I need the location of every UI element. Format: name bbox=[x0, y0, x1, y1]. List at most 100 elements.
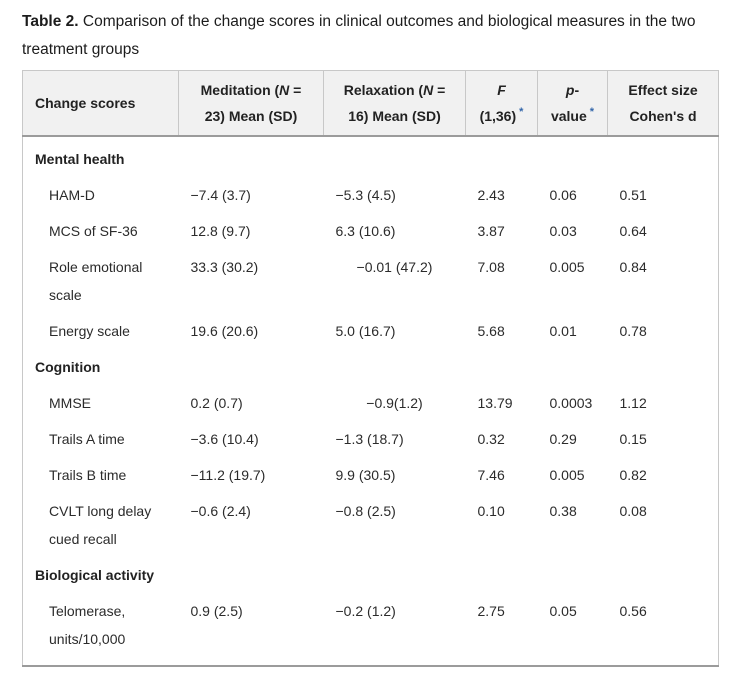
cell-label: Trails A time bbox=[49, 431, 125, 447]
header-text: = bbox=[433, 82, 446, 98]
cell-relaxation: −0.8 (2.5) bbox=[335, 503, 396, 519]
header-text: Meditation ( bbox=[200, 82, 280, 98]
header-text: - bbox=[574, 82, 580, 98]
column-header-d: Effect size Cohen's d bbox=[607, 70, 719, 136]
data-row: Trails B time −11.2 (19.7) 9.9 (30.5) 7.46 0… bbox=[23, 457, 719, 493]
cell-relaxation: −1.3 (18.7) bbox=[335, 431, 404, 447]
cell-d: 0.56 bbox=[619, 603, 647, 619]
footnote-asterisk[interactable]: * bbox=[519, 106, 524, 119]
cell-d: 0.78 bbox=[619, 323, 647, 339]
cell-label: MMSE bbox=[49, 395, 91, 411]
cell-f: 5.68 bbox=[477, 323, 505, 339]
cell-relaxation: −5.3 (4.5) bbox=[335, 187, 396, 203]
cell-meditation: −11.2 (19.7) bbox=[190, 467, 266, 483]
cell-f: 2.75 bbox=[477, 603, 505, 619]
table-header: Change scores Meditation (N = 23) Mean (SD… bbox=[22, 70, 719, 136]
table-caption: Table 2. Comparison of the change scores… bbox=[22, 8, 720, 64]
cell-f: 0.32 bbox=[477, 431, 505, 447]
cell-label: Trails B time bbox=[49, 467, 127, 483]
section-row: Biological activity bbox=[23, 557, 719, 593]
cell-p: 0.03 bbox=[549, 223, 577, 239]
header-text-italic: N bbox=[423, 82, 434, 98]
data-row: HAM-D −7.4 (3.7) −5.3 (4.5) 2.43 0.06 0.51 bbox=[23, 177, 719, 213]
column-header-meditation: Meditation (N = 23) Mean (SD) bbox=[178, 70, 324, 136]
header-text-italic: N bbox=[279, 82, 290, 98]
cell-f: 3.87 bbox=[477, 223, 505, 239]
cell-meditation: −3.6 (10.4) bbox=[190, 431, 259, 447]
header-text: = bbox=[289, 82, 302, 98]
cell-d: 0.64 bbox=[619, 223, 647, 239]
header-text: 16) Mean (SD) bbox=[348, 108, 441, 124]
cell-p: 0.005 bbox=[549, 467, 585, 483]
column-header-p: p- value * bbox=[537, 70, 608, 136]
cell-meditation: 12.8 (9.7) bbox=[190, 223, 251, 239]
header-text: (1,36) bbox=[479, 108, 517, 124]
cell-p: 0.06 bbox=[549, 187, 577, 203]
cell-relaxation: 9.9 (30.5) bbox=[335, 467, 396, 483]
cell-label: Role emotional scale bbox=[49, 259, 143, 303]
cell-p: 0.38 bbox=[549, 503, 577, 519]
data-row: MCS of SF-36 12.8 (9.7) 6.3 (10.6) 3.87 0.03… bbox=[23, 213, 719, 249]
cell-meditation: 19.6 (20.6) bbox=[190, 323, 259, 339]
cell-label: Telomerase, units/10,000 bbox=[49, 603, 126, 647]
header-text: 23) Mean (SD) bbox=[204, 108, 298, 124]
article-page: Table 2. Comparison of the change scores… bbox=[22, 8, 720, 667]
cell-label: CVLT long delay cued recall bbox=[49, 503, 152, 547]
footnote-asterisk[interactable]: * bbox=[589, 106, 595, 119]
cell-d: 0.84 bbox=[619, 259, 647, 275]
table-body: Mental health HAM-D −7.4 (3.7) −5.3 (4.5) 2.… bbox=[23, 136, 719, 666]
header-row: Change scores Meditation (N = 23) Mean (SD… bbox=[22, 70, 719, 136]
data-row: Role emotional scale 33.3 (30.2) −0.01 (47… bbox=[23, 249, 719, 313]
data-row: Trails A time −3.6 (10.4) −1.3 (18.7) 0.32 0… bbox=[23, 421, 719, 457]
header-text: Effect size bbox=[628, 82, 698, 98]
header-text: Change scores bbox=[35, 95, 136, 111]
comparison-table: Change scores Meditation (N = 23) Mean (SD… bbox=[22, 70, 719, 667]
table-caption-text: Comparison of the change scores in clini… bbox=[22, 13, 696, 58]
header-text: value bbox=[550, 108, 587, 124]
cell-f: 0.10 bbox=[477, 503, 505, 519]
cell-label: Energy scale bbox=[49, 323, 130, 339]
section-row: Mental health bbox=[23, 136, 719, 177]
cell-p: 0.05 bbox=[549, 603, 577, 619]
data-row: MMSE 0.2 (0.7) −0.9(1.2) 13.79 0.0003 1.12 bbox=[23, 385, 719, 421]
cell-f: 13.79 bbox=[477, 395, 513, 411]
cell-label: MCS of SF-36 bbox=[49, 223, 138, 239]
cell-p: 0.01 bbox=[549, 323, 577, 339]
cell-relaxation: −0.01 (47.2) bbox=[356, 259, 433, 275]
cell-relaxation: −0.9(1.2) bbox=[366, 395, 423, 411]
cell-p: 0.0003 bbox=[549, 395, 593, 411]
cell-f: 7.08 bbox=[477, 259, 505, 275]
column-header-label: Change scores bbox=[22, 70, 179, 136]
cell-label: HAM-D bbox=[49, 187, 95, 203]
column-header-f: F (1,36) * bbox=[465, 70, 538, 136]
cell-f: 2.43 bbox=[477, 187, 505, 203]
section-label: Cognition bbox=[35, 359, 101, 375]
cell-d: 0.08 bbox=[619, 503, 647, 519]
cell-meditation: 0.2 (0.7) bbox=[190, 395, 243, 411]
data-row: Energy scale 19.6 (20.6) 5.0 (16.7) 5.68 0.0… bbox=[23, 313, 719, 349]
table-caption-label: Table 2. bbox=[22, 13, 79, 30]
cell-meditation: −0.6 (2.4) bbox=[190, 503, 251, 519]
cell-relaxation: 6.3 (10.6) bbox=[335, 223, 396, 239]
cell-d: 0.82 bbox=[619, 467, 647, 483]
cell-relaxation: −0.2 (1.2) bbox=[335, 603, 396, 619]
cell-p: 0.29 bbox=[549, 431, 577, 447]
cell-meditation: −7.4 (3.7) bbox=[190, 187, 251, 203]
cell-d: 0.51 bbox=[619, 187, 647, 203]
header-text: Cohen's d bbox=[629, 108, 697, 124]
column-header-relaxation: Relaxation (N = 16) Mean (SD) bbox=[323, 70, 466, 136]
cell-d: 1.12 bbox=[619, 395, 647, 411]
cell-meditation: 0.9 (2.5) bbox=[190, 603, 243, 619]
data-row: Telomerase, units/10,000 0.9 (2.5) −0.2 (1… bbox=[23, 593, 719, 666]
cell-f: 7.46 bbox=[477, 467, 505, 483]
cell-p: 0.005 bbox=[549, 259, 585, 275]
section-label: Mental health bbox=[35, 151, 125, 167]
section-row: Cognition bbox=[23, 349, 719, 385]
data-row: CVLT long delay cued recall −0.6 (2.4) −0.… bbox=[23, 493, 719, 557]
cell-relaxation: 5.0 (16.7) bbox=[335, 323, 396, 339]
cell-meditation: 33.3 (30.2) bbox=[190, 259, 259, 275]
header-text-italic: F bbox=[497, 82, 506, 98]
header-text-italic: p bbox=[565, 82, 575, 98]
section-label: Biological activity bbox=[35, 567, 155, 583]
header-text: Relaxation ( bbox=[343, 82, 424, 98]
